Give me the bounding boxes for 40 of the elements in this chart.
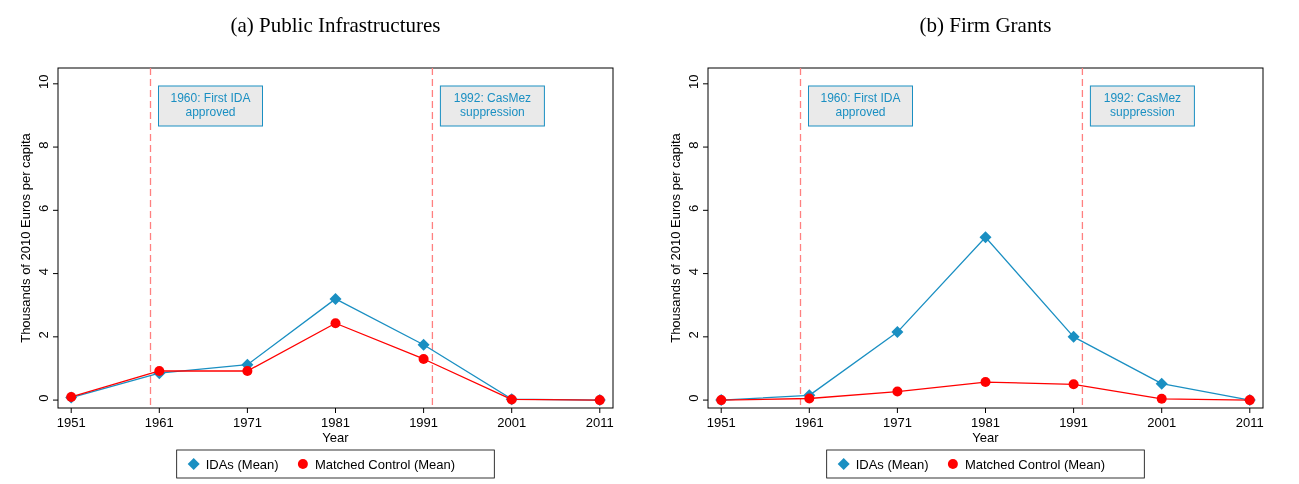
y-tick-label: 4	[686, 267, 701, 276]
x-tick-label: 1971	[232, 415, 262, 430]
ref-line-label: 1960: First IDA approved	[170, 91, 251, 119]
x-tick-label: 1981	[321, 415, 350, 430]
x-tick-label: 1951	[706, 415, 736, 430]
y-tick-label: 2	[36, 331, 51, 339]
legend-label: Matched Control (Mean)	[314, 457, 456, 472]
x-tick-label: 1951	[56, 415, 86, 430]
y-tick-label: 4	[36, 267, 51, 276]
y-tick-label: 6	[36, 204, 51, 212]
x-axis-title: Year	[972, 430, 1000, 445]
y-tick-label: 8	[686, 141, 701, 149]
x-tick-label: 1981	[971, 415, 1000, 430]
y-axis-title: Thousands of 2010 Euros per capita	[18, 132, 33, 343]
legend-label: IDAs (Mean)	[205, 457, 279, 472]
y-tick-label: 0	[36, 394, 51, 402]
chart-title: (a) Public Infrastructures	[230, 13, 441, 37]
y-tick-label: 8	[36, 141, 51, 149]
x-tick-label: 2001	[1147, 415, 1177, 430]
x-tick-label: 2011	[585, 415, 614, 430]
x-axis-title: Year	[322, 430, 350, 445]
y-axis-title: Thousands of 2010 Euros per capita	[668, 132, 683, 343]
legend-label: Matched Control (Mean)	[964, 457, 1106, 472]
y-tick-label: 2	[686, 331, 701, 339]
y-tick-label: 6	[686, 204, 701, 212]
chart-title: (b) Firm Grants	[919, 13, 1052, 37]
x-tick-label: 1971	[882, 415, 912, 430]
x-tick-label: 2011	[1235, 415, 1264, 430]
legend-label: IDAs (Mean)	[855, 457, 929, 472]
ref-line-label: 1992: CasMez suppression	[453, 91, 532, 119]
y-tick-label: 10	[686, 74, 701, 90]
y-tick-label: 0	[686, 394, 701, 402]
ref-line-label: 1992: CasMez suppression	[1103, 91, 1182, 119]
x-tick-label: 1961	[794, 415, 824, 430]
y-tick-label: 10	[36, 74, 51, 90]
ref-line-label: 1960: First IDA approved	[820, 91, 901, 119]
x-tick-label: 1991	[1059, 415, 1089, 430]
x-tick-label: 2001	[497, 415, 527, 430]
x-tick-label: 1961	[144, 415, 174, 430]
x-tick-label: 1991	[409, 415, 439, 430]
